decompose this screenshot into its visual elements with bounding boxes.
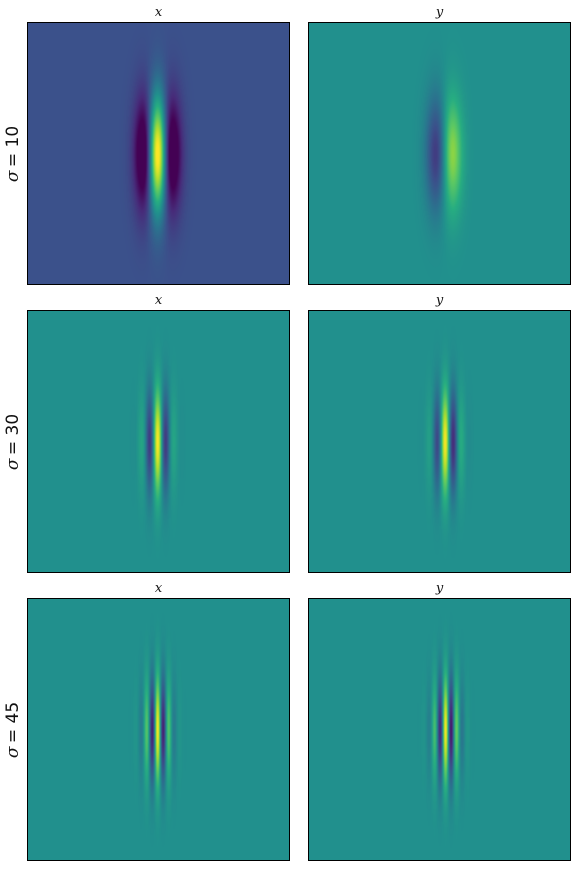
panel-title-r2-x: x <box>27 294 290 308</box>
heatmap-image <box>28 23 289 284</box>
sigma-symbol: σ <box>3 458 23 470</box>
heatmap-image <box>28 311 289 572</box>
row-label-sigma-45: σ = 45 <box>0 598 26 861</box>
panel-title-r2-y: y <box>308 294 571 308</box>
row-label-sigma-30: σ = 30 <box>0 310 26 573</box>
sigma-value: = 45 <box>3 701 23 742</box>
heatmap-panel-r3-x <box>27 598 290 861</box>
row-label-sigma-10: σ = 10 <box>0 22 26 285</box>
sigma-value: = 10 <box>3 125 23 166</box>
panel-title-r1-y: y <box>308 6 571 20</box>
heatmap-panel-r2-y <box>308 310 571 573</box>
heatmap-panel-r3-y <box>308 598 571 861</box>
panel-title-r3-y: y <box>308 582 571 596</box>
heatmap-image <box>309 599 570 860</box>
panel-title-r3-x: x <box>27 582 290 596</box>
heatmap-panel-r1-x <box>27 22 290 285</box>
panel-title-r1-x: x <box>27 6 290 20</box>
heatmap-image <box>309 311 570 572</box>
sigma-value: = 30 <box>3 413 23 454</box>
heatmap-image <box>28 599 289 860</box>
heatmap-panel-r1-y <box>308 22 571 285</box>
sigma-symbol: σ <box>3 170 23 182</box>
heatmap-image <box>309 23 570 284</box>
sigma-symbol: σ <box>3 746 23 758</box>
heatmap-panel-r2-x <box>27 310 290 573</box>
